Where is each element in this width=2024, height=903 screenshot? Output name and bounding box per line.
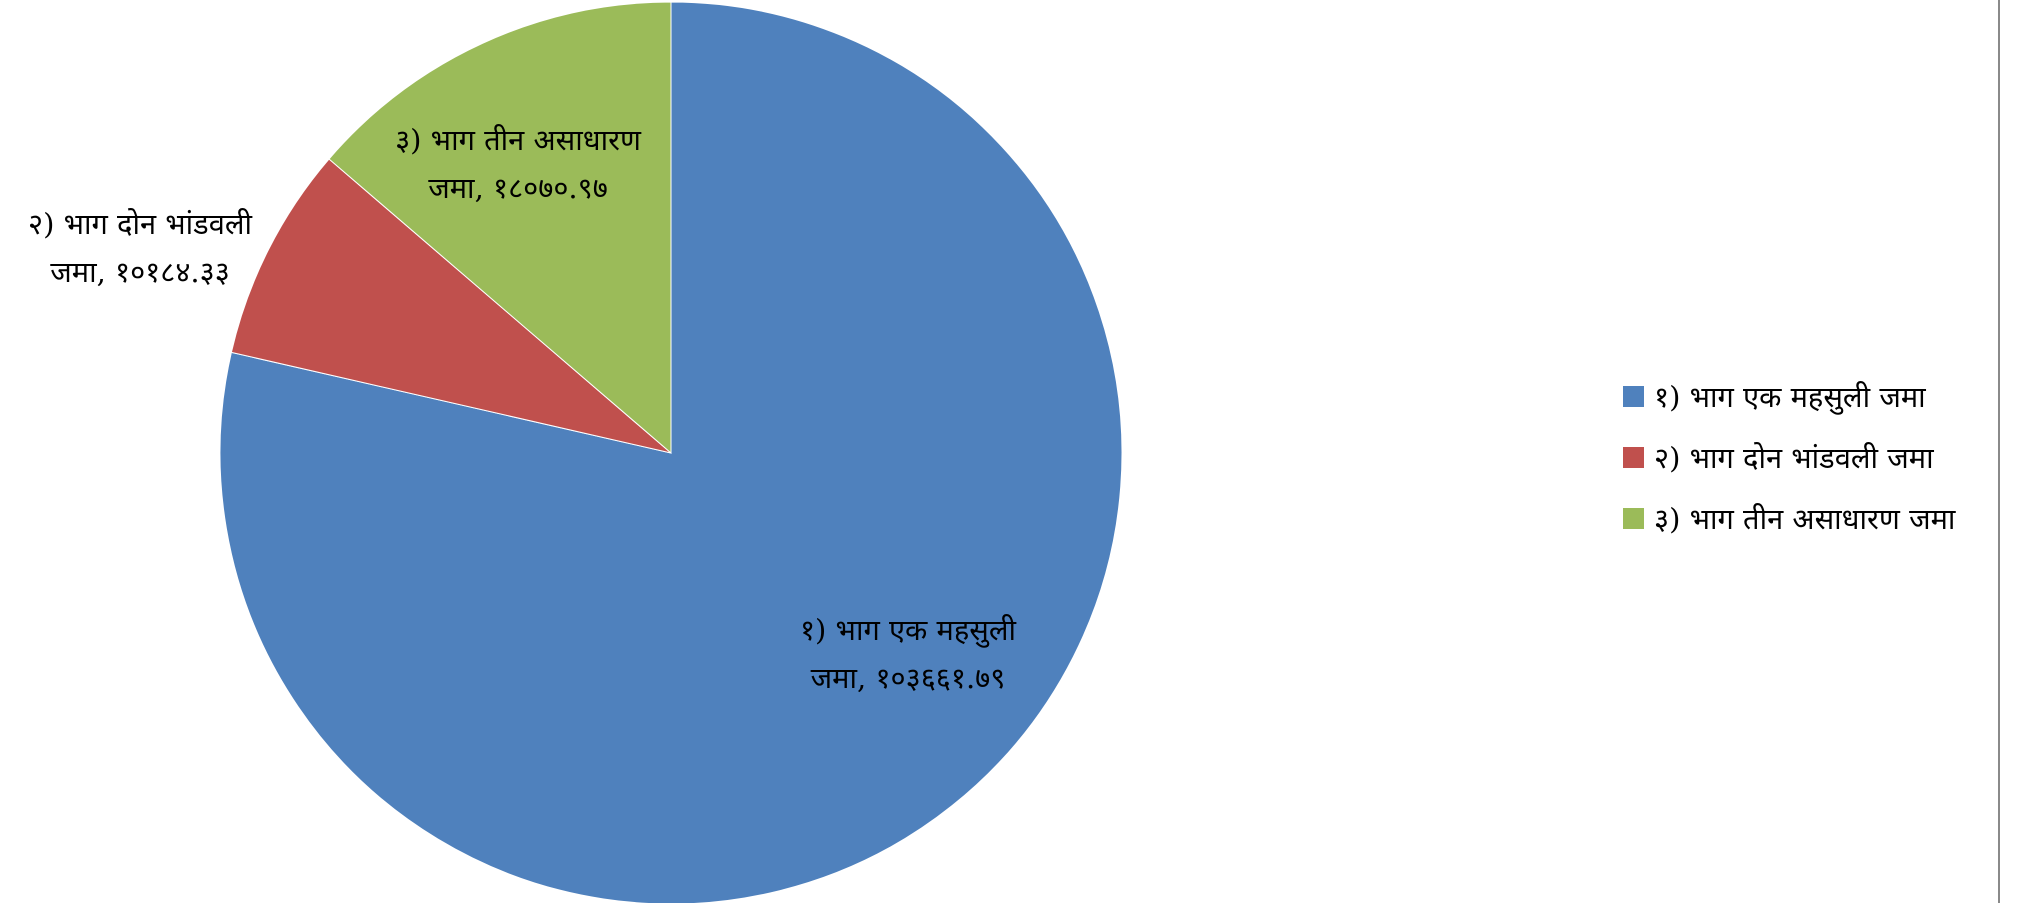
pie-slice-2 bbox=[230, 158, 672, 454]
legend-swatch-3 bbox=[1623, 508, 1644, 529]
data-label-slice-1-line-2: जमा, १०३६६१.७९ bbox=[810, 661, 1006, 695]
data-label-slice-3-line-1: ३) भाग तीन असाधारण bbox=[395, 123, 641, 157]
data-label-slice-3-line-2: जमा, १८०७०.९७ bbox=[428, 171, 608, 205]
data-label-slice-1: १) भाग एक महसुली जमा, १०३६६१.७९ bbox=[800, 606, 1016, 702]
legend-swatch-1 bbox=[1623, 386, 1644, 407]
chart-border-line bbox=[1998, 0, 2000, 903]
legend-item-3: ३) भाग तीन असाधारण जमा bbox=[1623, 488, 1955, 549]
legend-label-1: १) भाग एक महसुली जमा bbox=[1654, 380, 1926, 414]
legend-label-2: २) भाग दोन भांडवली जमा bbox=[1654, 441, 1934, 475]
data-label-slice-2-line-2: जमा, १०१८४.३३ bbox=[50, 255, 230, 289]
legend-item-1: १) भाग एक महसुली जमा bbox=[1623, 366, 1955, 427]
legend-item-2: २) भाग दोन भांडवली जमा bbox=[1623, 427, 1955, 488]
legend-label-3: ३) भाग तीन असाधारण जमा bbox=[1654, 502, 1956, 536]
chart-legend: १) भाग एक महसुली जमा २) भाग दोन भांडवली … bbox=[1623, 366, 1955, 549]
legend-swatch-2 bbox=[1623, 447, 1644, 468]
pie-slice-3 bbox=[328, 1, 672, 455]
data-label-slice-3: ३) भाग तीन असाधारण जमा, १८०७०.९७ bbox=[395, 116, 641, 212]
data-label-slice-2: २) भाग दोन भांडवली जमा, १०१८४.३३ bbox=[28, 200, 252, 296]
data-label-slice-1-line-1: १) भाग एक महसुली bbox=[799, 613, 1017, 647]
data-label-slice-2-line-1: २) भाग दोन भांडवली bbox=[28, 207, 252, 241]
